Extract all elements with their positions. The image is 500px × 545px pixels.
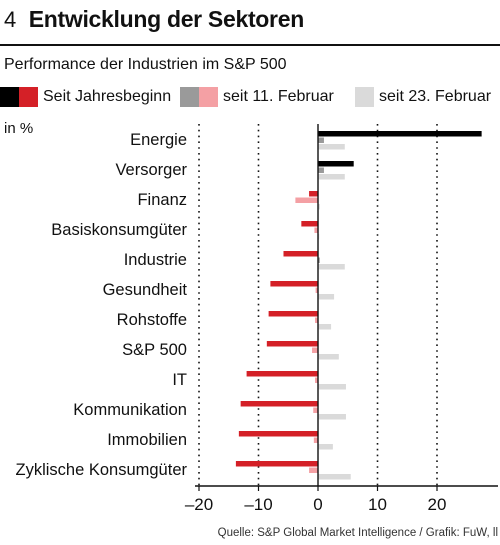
category-label: Basiskonsumgüter: [51, 221, 187, 239]
bar-ytd: [270, 281, 318, 287]
bar-feb11: [312, 347, 318, 353]
bar-feb11: [313, 437, 318, 443]
bar-feb23: [318, 474, 351, 480]
category-label: Versorger: [115, 161, 187, 179]
bar-feb11: [295, 197, 318, 203]
bar-feb11: [318, 137, 324, 143]
bar-ytd: [266, 341, 318, 347]
category-label: Kommunikation: [73, 401, 187, 419]
legend-swatch-feb23: [355, 87, 374, 107]
legend: Seit Jahresbeginn seit 11. Februar seit …: [0, 86, 500, 108]
legend-label-feb11: seit 11. Februar: [223, 88, 334, 105]
bar-feb11: [313, 407, 318, 413]
chart-subtitle: Performance der Industrien im S&P 500: [4, 56, 287, 73]
bar-ytd: [246, 371, 318, 377]
source-note: Quelle: S&P Global Market Intelligence /…: [217, 527, 498, 539]
bar-feb11: [314, 227, 318, 233]
legend-label-feb23: seit 23. Februar: [379, 88, 492, 105]
bar-feb11: [315, 287, 318, 293]
bar-feb11: [309, 467, 318, 473]
legend-item-feb11: seit 11. Februar: [180, 86, 334, 108]
category-label: Finanz: [137, 191, 187, 209]
legend-swatch-ytd-red: [19, 87, 38, 107]
bar-ytd: [318, 161, 354, 167]
bar-ytd: [301, 221, 318, 227]
bar-feb11: [315, 317, 318, 323]
x-tick-label: 20: [428, 495, 447, 514]
bar-feb23: [318, 444, 333, 450]
bar-feb23: [318, 324, 332, 330]
figure-number: 4: [4, 7, 17, 32]
unit-label: in %: [4, 120, 34, 137]
category-label: Gesundheit: [103, 281, 188, 299]
bar-feb11: [318, 257, 320, 263]
chart-title: Entwicklung der Sektoren: [28, 6, 305, 32]
bar-feb23: [318, 294, 335, 300]
title-rule: [0, 44, 500, 46]
chart-header: 4 Entwicklung der Sektoren: [4, 6, 304, 36]
category-label: Rohstoffe: [117, 311, 187, 329]
bar-feb11: [318, 167, 324, 173]
category-label: Immobilien: [107, 431, 187, 449]
category-label: S&P 500: [122, 341, 187, 359]
bar-feb23: [318, 354, 339, 360]
bar-ytd: [283, 251, 318, 257]
legend-label-ytd: Seit Jahresbeginn: [43, 88, 172, 105]
x-tick-label: 10: [368, 495, 387, 514]
category-label: Zyklische Konsumgüter: [16, 461, 188, 479]
x-tick-label: 0: [313, 495, 322, 514]
bar-feb23: [318, 264, 345, 270]
category-label: Industrie: [124, 251, 187, 269]
category-label: IT: [172, 371, 187, 389]
legend-swatch-feb11-red: [199, 87, 218, 107]
bar-feb23: [318, 174, 345, 180]
bar-ytd: [309, 191, 318, 197]
bar-feb23: [318, 384, 346, 390]
legend-swatch-ytd-dark: [0, 87, 19, 107]
legend-item-feb23: seit 23. Februar: [355, 86, 491, 108]
legend-swatch-feb11-dark: [180, 87, 199, 107]
legend-item-ytd: Seit Jahresbeginn: [0, 86, 171, 108]
bar-ytd: [268, 311, 318, 317]
category-label: Energie: [130, 131, 187, 149]
bar-ytd: [238, 431, 318, 437]
bar-feb11: [315, 377, 318, 383]
x-tick-label: –10: [244, 495, 272, 514]
bar-ytd: [240, 401, 318, 407]
bar-feb23: [318, 204, 320, 210]
x-tick-label: –20: [185, 495, 213, 514]
bar-ytd: [235, 461, 318, 467]
bar-feb23: [318, 414, 346, 420]
bar-feb23: [318, 144, 345, 150]
bar-ytd: [318, 131, 482, 137]
